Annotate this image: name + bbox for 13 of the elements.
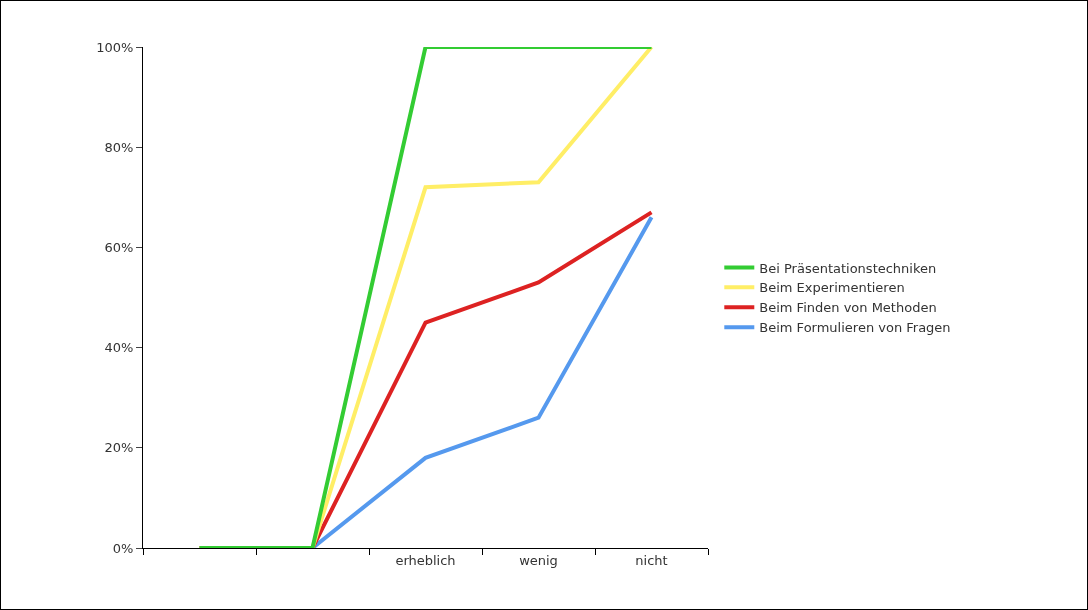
y-tick-label: 40% [104, 340, 134, 356]
y-tick-label: 100% [96, 39, 134, 55]
legend-label: Beim Finden von Methoden [759, 300, 937, 316]
x-tick-label: wenig [519, 552, 558, 568]
y-tick-label: 80% [104, 139, 134, 155]
legend-label: Beim Formulieren von Fragen [759, 320, 951, 336]
x-tick-label: nicht [635, 552, 668, 568]
y-tick-label: 20% [104, 440, 134, 456]
y-tick-label: 0% [112, 540, 134, 556]
legend-label: Beim Experimentieren [759, 280, 905, 296]
x-tick-label: erheblich [395, 552, 456, 568]
y-tick-label: 60% [104, 239, 134, 255]
legend-label: Bei Präsentationstechniken [759, 260, 937, 276]
